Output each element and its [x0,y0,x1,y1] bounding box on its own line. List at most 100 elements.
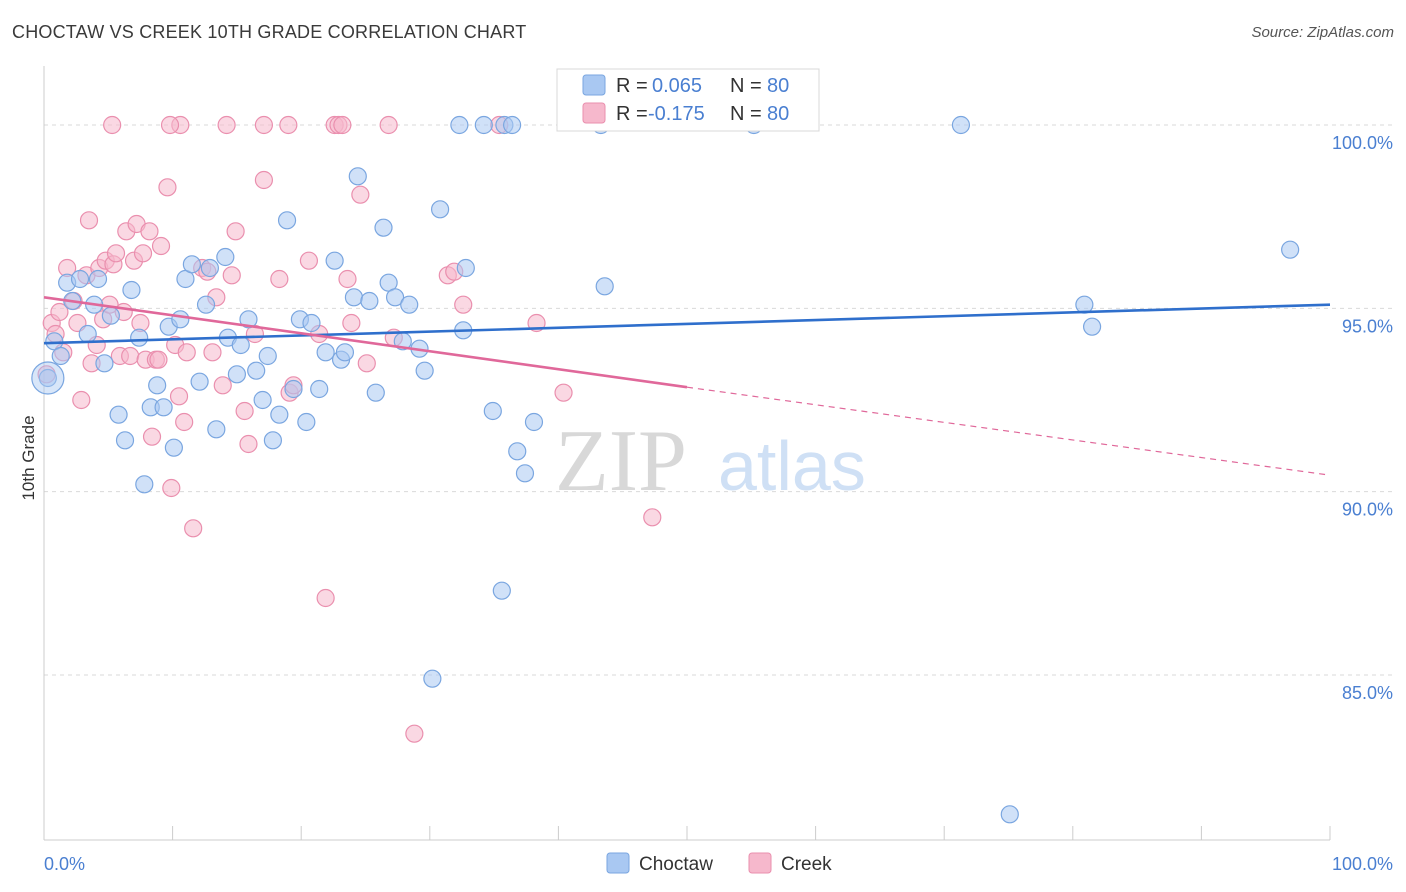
choctaw-point [200,258,219,278]
choctaw-point [196,295,216,314]
creek-point [299,251,319,270]
creek-point [235,401,254,421]
creek-point [149,350,168,369]
choctaw-point [270,405,289,424]
creek-n-value: 80 [767,103,789,125]
legend-choctaw-swatch [606,852,630,874]
legend-creek-swatch [748,852,772,874]
choctaw-point [595,277,614,296]
choctaw-point [78,324,97,344]
choctaw-point [430,200,450,219]
y-tick-label: 100.0% [1332,133,1393,153]
choctaw-point [1000,805,1019,824]
watermark-zip: ZIP [555,413,687,510]
creek-point [333,115,352,135]
choctaw-point [297,412,316,432]
legend-choctaw-label: Choctaw [639,854,713,875]
creek-point [351,185,370,204]
creek-point [177,343,196,362]
choctaw-point [51,346,70,366]
choctaw-point [216,247,235,267]
grid-layer [44,124,1394,676]
creek-r-value: -0.175 [648,103,705,125]
choctaw-point [247,361,266,380]
choctaw-point [515,464,535,483]
creek-point [405,724,424,743]
choctaw-r-label: R = [616,75,648,97]
choctaw-point [503,115,522,135]
watermark: ZIP atlas [555,413,866,510]
creek-point [316,588,335,608]
choctaw-point [95,354,114,373]
choctaw-point [360,291,379,311]
choctaw-point [263,431,283,450]
trend-layer [43,296,1331,476]
choctaw-point [38,368,57,388]
choctaw-point [335,343,355,362]
creek-point [254,170,274,190]
choctaw-point [171,310,190,329]
choctaw-point [101,306,120,325]
creek-point [270,269,289,289]
creek-point [454,295,473,314]
choctaw-point [348,167,367,186]
choctaw-point [227,365,246,384]
creek-point [279,115,298,135]
creek-point [554,383,573,402]
choctaw-point [148,376,167,395]
choctaw-point [253,390,272,410]
choctaw-point [122,280,141,300]
choctaw-point [207,420,226,439]
creek-point [379,115,398,135]
creek-point [239,434,258,454]
choctaw-point [1082,317,1102,336]
choctaw-point [483,401,502,421]
choctaw-n-value: 80 [767,75,789,97]
choctaw-point [182,255,201,274]
creek-point [151,236,171,256]
choctaw-point [524,412,544,432]
creek-point [133,244,153,263]
choctaw-point [130,328,149,347]
choctaw-point [492,581,511,600]
creek-point [203,343,222,362]
choctaw-point [366,383,385,402]
y-axis-label: 10th Grade [19,415,38,500]
choctaw-point [400,295,419,314]
x-tick-label: 100.0% [1332,854,1393,874]
creek-point [79,211,99,230]
y-tick-label: 85.0% [1342,683,1393,703]
choctaw-point [1281,240,1300,259]
choctaw-point [109,405,128,424]
creek-point [222,266,241,285]
choctaw-point [415,361,434,380]
creek-point [140,222,159,241]
x-tick-label: 0.0% [44,854,85,874]
creek-point [357,354,376,373]
choctaw-point [135,475,154,494]
choctaw-point [231,335,250,355]
choctaw-point [154,398,173,417]
creek-point [72,390,91,410]
creek-point [643,508,662,527]
choctaw-large-point [31,361,65,395]
choctaw-point [190,372,209,391]
creek-trend-extension [686,386,1331,476]
creek-point [217,115,236,135]
choctaw-point [325,251,344,270]
creek-point [50,302,69,322]
choctaw-point [423,669,442,688]
creek-point [162,478,181,498]
legend-creek-label: Creek [781,854,832,875]
creek-point [106,244,126,263]
creek-swatch [582,102,606,124]
chart-source: Source: ZipAtlas.com [1251,24,1394,41]
choctaw-point [456,258,475,278]
choctaw-point [344,288,364,307]
watermark-atlas: atlas [718,427,866,505]
choctaw-point [508,442,527,461]
creek-point [142,427,162,446]
creek-point [158,178,177,197]
creek-point [184,519,203,538]
